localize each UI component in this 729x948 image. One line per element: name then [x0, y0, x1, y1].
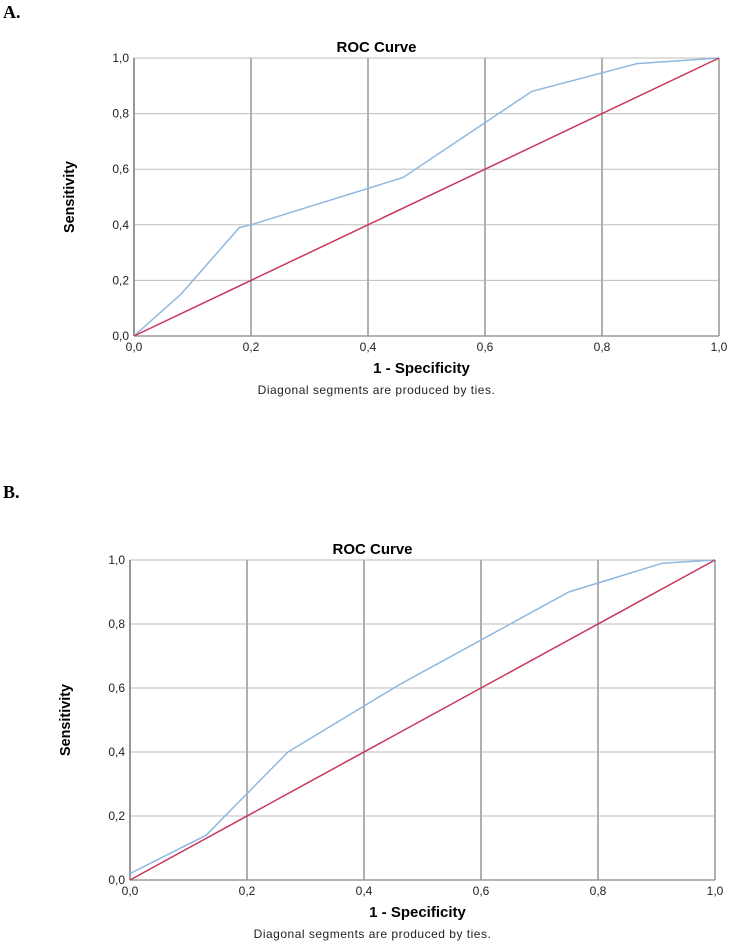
- chart-title: ROC Curve: [336, 39, 416, 56]
- roc-curve-line: [129, 559, 716, 875]
- y-axis-label: Sensitivity: [61, 160, 78, 233]
- y-tick-label: 0,4: [108, 745, 125, 759]
- y-tick-label: 0,6: [112, 162, 129, 176]
- y-tick-label: 0,8: [108, 617, 125, 631]
- y-tick-label: 1,0: [108, 553, 125, 567]
- roc-curve-line: [133, 57, 720, 337]
- x-tick-label: 0,0: [126, 340, 143, 354]
- x-tick-label: 0,8: [594, 340, 611, 354]
- y-tick-label: 0,0: [112, 329, 129, 343]
- x-axis-label: 1 - Specificity: [369, 904, 466, 921]
- x-tick-label: 0,4: [360, 340, 377, 354]
- x-tick-label: 0,6: [477, 340, 494, 354]
- reference-diagonal-line: [133, 57, 720, 337]
- panel-label-b: B.: [3, 482, 20, 502]
- chart-footnote: Diagonal segments are produced by ties.: [254, 927, 492, 941]
- x-axis-label: 1 - Specificity: [373, 360, 470, 377]
- y-tick-label: 0,2: [108, 809, 125, 823]
- y-tick-label: 0,4: [112, 218, 129, 232]
- x-tick-label: 1,0: [707, 884, 724, 898]
- y-tick-label: 1,0: [112, 51, 129, 65]
- x-tick-label: 0,2: [243, 340, 260, 354]
- y-tick-label: 0,2: [112, 273, 129, 287]
- x-tick-label: 0,0: [122, 884, 139, 898]
- y-tick-label: 0,8: [112, 107, 129, 121]
- y-tick-label: 0,6: [108, 681, 125, 695]
- panel-label-a: A.: [3, 2, 21, 22]
- y-axis-label: Sensitivity: [57, 683, 74, 756]
- roc-chart-a: 0,0 0,2 0,4 0,6 0,8 1,0 0,0 0,2 0,4 0,6 0,8 1,0 ROC …: [61, 39, 728, 397]
- x-tick-label: 0,6: [473, 884, 490, 898]
- x-tick-label: 0,4: [356, 884, 373, 898]
- chart-footnote: Diagonal segments are produced by ties.: [258, 383, 496, 397]
- reference-diagonal-line: [129, 559, 716, 881]
- x-tick-label: 0,8: [590, 884, 607, 898]
- x-tick-label: 0,2: [239, 884, 256, 898]
- x-tick-label: 1,0: [711, 340, 728, 354]
- chart-title: ROC Curve: [332, 541, 412, 558]
- y-tick-label: 0,0: [108, 873, 125, 887]
